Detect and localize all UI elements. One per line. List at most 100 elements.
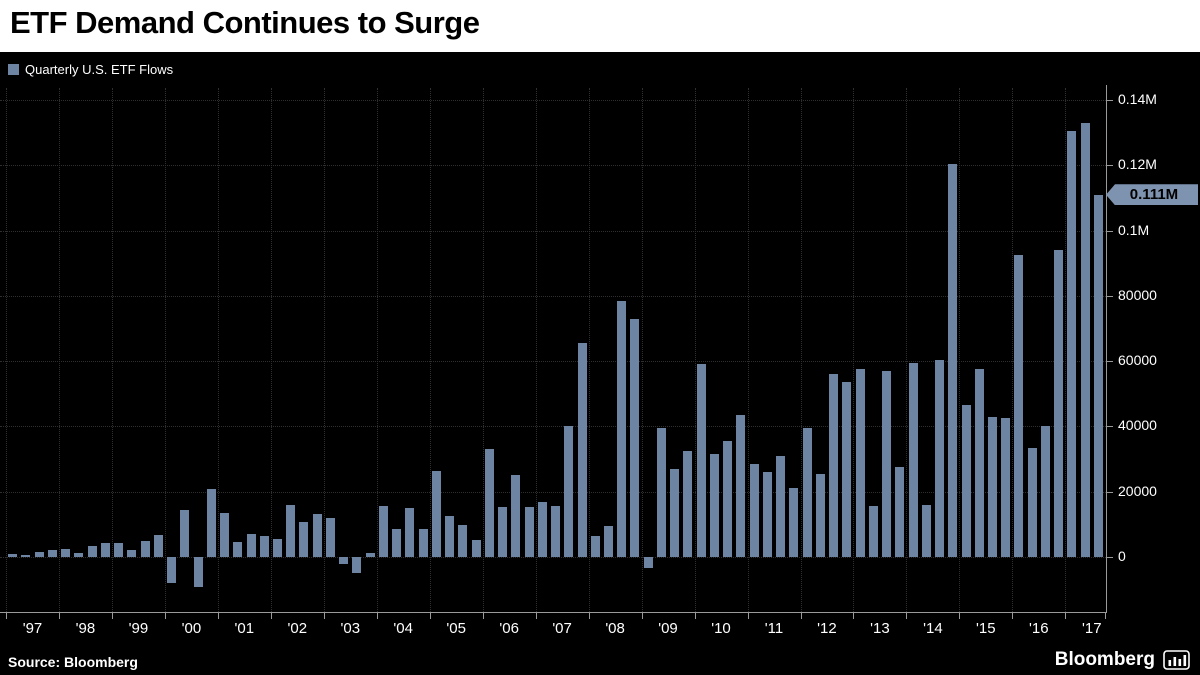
flow-bar (87, 545, 97, 557)
flow-bar (220, 512, 229, 557)
flow-bar (855, 369, 865, 557)
x-axis-tick (641, 613, 643, 619)
bloomberg-logo-icon (1163, 650, 1190, 670)
flow-bar (206, 489, 216, 557)
flow-bar (696, 364, 706, 557)
flow-bar (246, 533, 256, 557)
gridline-horizontal (0, 230, 1106, 232)
flow-bar (749, 464, 759, 557)
x-axis-label: '12 (817, 620, 837, 637)
gridline-vertical (217, 88, 219, 612)
x-axis-label: '17 (1082, 620, 1102, 637)
flow-bar (908, 362, 918, 557)
flow-bar (458, 525, 468, 557)
bloomberg-logo: Bloomberg (1055, 649, 1190, 671)
x-axis-tick (482, 613, 484, 619)
gridline-horizontal (0, 557, 1106, 558)
flow-bar (868, 506, 878, 557)
flow-bar (604, 526, 613, 557)
flow-bar (736, 415, 746, 557)
flow-bar (762, 472, 772, 557)
chart-title: ETF Demand Continues to Surge (10, 5, 480, 40)
x-axis-label: '99 (128, 620, 149, 637)
flow-bar (1014, 255, 1024, 557)
y-axis-line (1106, 85, 1107, 613)
flow-bar (1054, 250, 1064, 557)
gridline-vertical (800, 88, 802, 612)
y-axis-label: 0.14M (1118, 91, 1157, 107)
flow-bar (325, 517, 335, 557)
x-axis-tick (959, 613, 961, 619)
flow-bar (114, 542, 123, 557)
y-axis-tick (1106, 491, 1113, 493)
flow-bar (643, 557, 653, 569)
flow-bar (312, 514, 322, 557)
x-axis-label: '11 (764, 620, 784, 637)
x-axis-label: '09 (658, 620, 678, 637)
source-label: Source: Bloomberg (8, 654, 138, 670)
gridline-vertical (694, 88, 696, 612)
flow-bar (378, 506, 388, 557)
x-axis-tick (429, 613, 431, 619)
gridline-vertical (588, 88, 590, 612)
flow-bar (683, 450, 693, 557)
flow-bar (484, 448, 494, 557)
gridline-horizontal (0, 491, 1106, 493)
x-axis-label: '05 (446, 620, 466, 637)
gridline-vertical (323, 88, 325, 612)
gridline-horizontal (0, 426, 1106, 428)
gridline-horizontal (0, 295, 1106, 297)
flow-bar (34, 551, 44, 557)
x-axis-label: '07 (552, 620, 572, 637)
flow-bar (1093, 194, 1103, 557)
x-axis-tick (164, 613, 166, 619)
flow-bar (100, 543, 110, 557)
flow-bar (670, 468, 680, 557)
gridline-vertical (376, 88, 378, 612)
x-axis-tick (270, 613, 272, 619)
x-axis-tick (6, 613, 7, 619)
flow-bar (392, 528, 402, 557)
gridline-vertical (959, 88, 961, 612)
y-axis-label: 0.12M (1118, 156, 1157, 173)
x-axis-tick (694, 613, 696, 619)
flow-bar (153, 534, 163, 557)
x-axis-tick (1012, 613, 1014, 619)
flow-bar (511, 475, 521, 557)
flow-bar (339, 557, 349, 564)
flow-bar (709, 454, 719, 557)
flow-bar (948, 163, 958, 557)
y-axis-label: 20000 (1118, 482, 1157, 499)
gridline-horizontal (0, 361, 1106, 363)
flow-bar (974, 369, 984, 557)
flow-bar (577, 343, 587, 557)
x-axis-label: '14 (923, 620, 943, 637)
y-axis-label: 80000 (1118, 286, 1157, 303)
legend-swatch-icon (8, 64, 19, 75)
gridline-vertical (164, 88, 166, 612)
gridline-vertical (906, 88, 908, 612)
gridline-vertical (111, 88, 113, 612)
x-axis-label: '06 (499, 620, 519, 637)
flow-bar (405, 507, 415, 557)
y-axis-label: 0.1M (1118, 221, 1150, 238)
flow-bar (802, 428, 812, 557)
flow-bar (127, 550, 137, 557)
flow-bar (656, 428, 666, 557)
flow-bar (21, 554, 31, 557)
flow-bar (537, 501, 547, 557)
x-axis-tick (323, 613, 325, 619)
x-axis-tick (1105, 613, 1106, 619)
x-axis-tick (217, 613, 219, 619)
x-axis-tick (111, 613, 113, 619)
y-axis-label: 0 (1118, 548, 1126, 564)
flow-bar (590, 535, 600, 557)
gridline-vertical (853, 88, 855, 612)
x-axis-tick (59, 613, 60, 619)
flow-bar (988, 416, 997, 557)
flow-bar (921, 504, 931, 557)
x-axis-label: '98 (75, 620, 96, 637)
flow-bar (272, 539, 282, 557)
y-axis-tick (1106, 426, 1113, 428)
x-axis-tick (535, 613, 537, 619)
